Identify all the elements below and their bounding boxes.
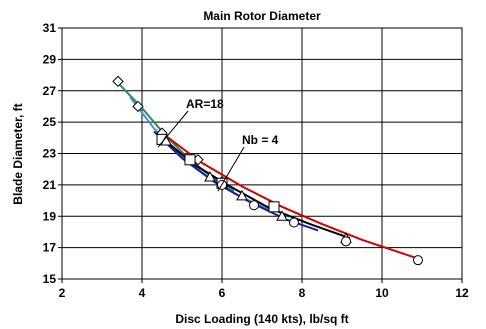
x-tick-label: 8 (299, 286, 306, 300)
x-tick-label: 10 (375, 286, 389, 300)
x-tick-labels: 2 4 6 8 10 12 (59, 279, 469, 300)
annotations: AR=18 Nb = 4 (157, 97, 279, 192)
annotation-leader-line (157, 110, 189, 148)
circle-marker (289, 217, 299, 228)
x-tick-label: 12 (455, 286, 469, 300)
x-axis-label: Disc Loading (140 kts), lb/sq ft (175, 312, 348, 326)
y-tick-labels: 15 17 19 21 23 25 27 29 31 (43, 21, 62, 286)
y-tick-label: 25 (43, 115, 57, 129)
annotation-label: AR=18 (186, 97, 224, 111)
circle-marker (249, 200, 259, 211)
chart-title: Main Rotor Diameter (203, 9, 321, 23)
x-tick-label: 2 (59, 286, 66, 300)
fit-curves (117, 82, 419, 260)
y-tick-label: 27 (43, 84, 57, 98)
y-tick-label: 21 (43, 178, 57, 192)
y-tick-label: 31 (43, 21, 57, 35)
square-marker (268, 201, 280, 213)
diamond-marker (132, 100, 144, 113)
circle-marker (341, 236, 351, 247)
y-tick-label: 17 (43, 241, 57, 255)
fit-curve (161, 132, 419, 260)
triangle-marker (276, 210, 288, 221)
diamond-marker (112, 75, 124, 88)
grid (62, 28, 462, 279)
triangle-marker (236, 189, 248, 201)
y-tick-label: 23 (43, 147, 57, 161)
y-axis-label: Blade Diameter, ft (11, 103, 25, 204)
y-tick-label: 15 (43, 272, 57, 286)
annotation-leader-line (217, 146, 245, 192)
x-tick-label: 4 (139, 286, 146, 300)
data-markers (112, 75, 423, 266)
triangle-marker (204, 171, 216, 182)
x-tick-label: 6 (219, 286, 226, 300)
y-tick-label: 19 (43, 209, 57, 223)
square-marker (184, 154, 196, 166)
y-tick-label: 29 (43, 52, 57, 66)
circle-marker (413, 255, 423, 266)
annotation-label: Nb = 4 (242, 133, 279, 147)
